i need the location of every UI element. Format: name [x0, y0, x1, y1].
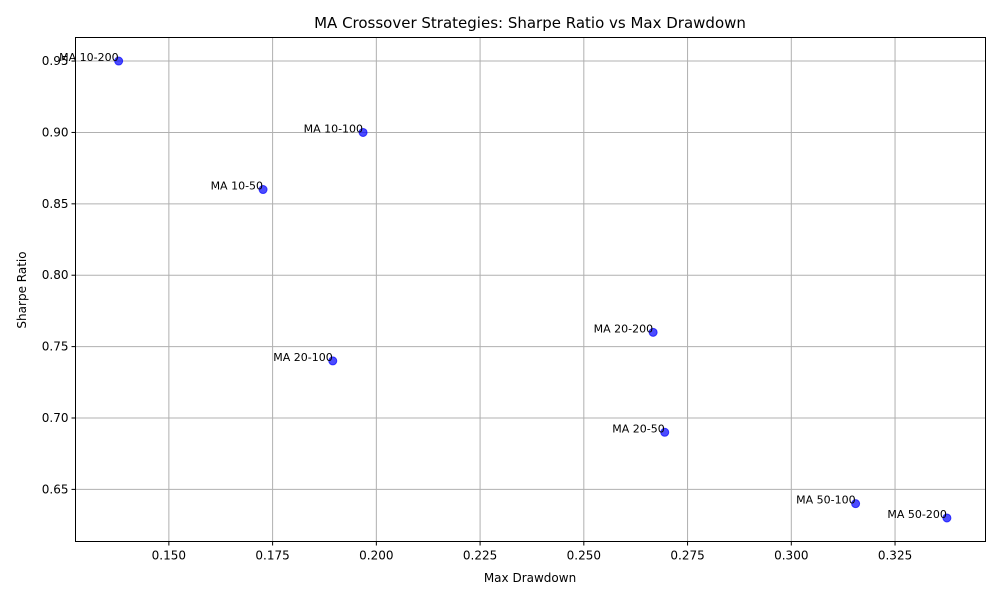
data-point [942, 513, 952, 523]
point-label: MA 50-100 [796, 494, 855, 507]
x-axis-ticks: 0.150 0.175 0.200 0.225 0.250 0.275 0.300 0.325 [152, 541, 912, 563]
plot-frame [75, 37, 986, 542]
data-point [660, 427, 670, 437]
point-label: MA 20-200 [594, 322, 653, 335]
grid [75, 37, 986, 542]
y-tick-label: 0.95 [42, 54, 69, 68]
x-tick-label: 0.150 [152, 549, 186, 563]
chart-title: MA Crossover Strategies: Sharpe Ratio vs… [314, 14, 746, 32]
data-points [114, 56, 952, 523]
y-tick-label: 0.90 [42, 125, 69, 139]
x-tick-label: 0.300 [774, 549, 808, 563]
y-tick-label: 0.70 [42, 411, 69, 425]
data-point [328, 356, 338, 366]
y-tick-label: 0.85 [42, 197, 69, 211]
point-label: MA 10-200 [59, 51, 118, 64]
y-tick-label: 0.65 [42, 482, 69, 496]
x-tick-label: 0.200 [359, 549, 393, 563]
y-tick-label: 0.80 [42, 268, 69, 282]
x-tick-label: 0.275 [670, 549, 704, 563]
y-tick-label: 0.75 [42, 340, 69, 354]
point-label: MA 10-100 [304, 122, 363, 135]
point-label: MA 50-200 [887, 508, 946, 521]
y-axis-label: Sharpe Ratio [15, 251, 29, 328]
x-axis-label: Max Drawdown [484, 571, 576, 585]
point-label: MA 20-100 [273, 351, 332, 364]
data-point [258, 185, 268, 195]
data-point [851, 499, 861, 509]
data-point [358, 127, 368, 137]
point-labels: MA 10-50 MA 10-100 MA 10-200 MA 20-50 MA 20-… [59, 51, 947, 521]
x-tick-label: 0.225 [463, 549, 497, 563]
x-tick-label: 0.325 [878, 549, 912, 563]
x-tick-label: 0.250 [567, 549, 601, 563]
point-label: MA 10-50 [211, 180, 263, 193]
data-point [114, 56, 124, 66]
y-axis-ticks: 0.65 0.70 0.75 0.80 0.85 0.90 0.95 [42, 54, 76, 496]
point-label: MA 20-50 [612, 422, 664, 435]
data-point [648, 327, 658, 337]
x-tick-label: 0.175 [255, 549, 289, 563]
